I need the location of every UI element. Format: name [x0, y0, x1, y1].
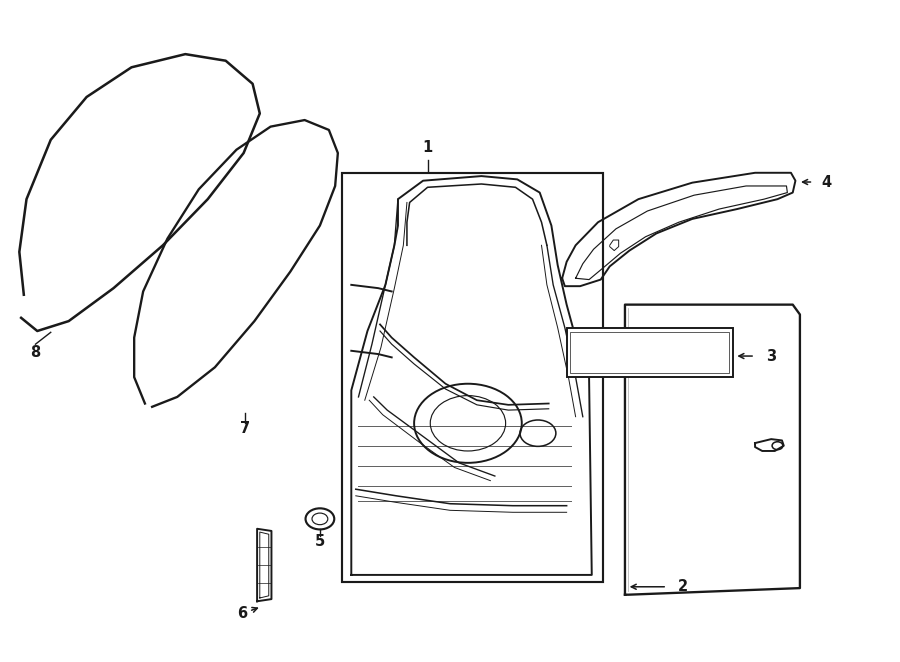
Text: 3: 3: [766, 349, 777, 363]
Text: 6: 6: [237, 606, 247, 621]
Text: 1: 1: [422, 140, 433, 155]
Text: 7: 7: [240, 421, 250, 436]
Bar: [342, 173, 602, 581]
Text: 8: 8: [31, 345, 40, 359]
Bar: [567, 328, 733, 377]
Text: 2: 2: [679, 579, 688, 594]
Text: 4: 4: [822, 175, 832, 189]
Bar: [571, 332, 729, 373]
Text: 5: 5: [315, 534, 325, 549]
